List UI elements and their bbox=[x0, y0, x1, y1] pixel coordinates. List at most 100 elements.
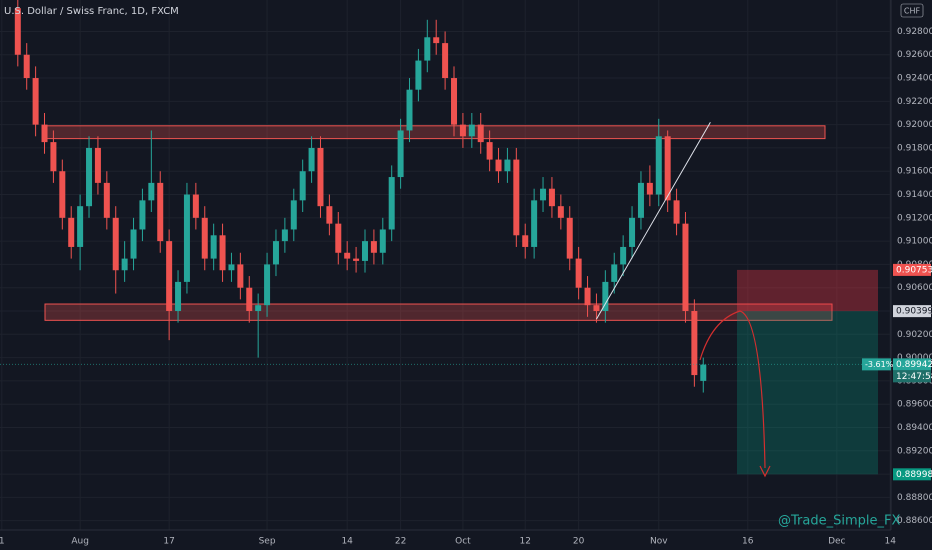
y-tick-label: 0.91000 bbox=[897, 237, 932, 247]
candle-body bbox=[335, 223, 342, 253]
candle-body bbox=[361, 241, 368, 261]
candle-body bbox=[433, 37, 440, 44]
y-tick-label: 0.92600 bbox=[897, 50, 932, 60]
candle-body bbox=[451, 78, 458, 125]
candle-body bbox=[246, 287, 253, 312]
candle-body bbox=[629, 217, 636, 247]
candle-body bbox=[59, 171, 66, 218]
candle-body bbox=[522, 235, 529, 247]
candle-body bbox=[50, 142, 57, 172]
x-tick-label: 22 bbox=[395, 537, 406, 547]
candle-body bbox=[130, 229, 137, 259]
y-tick-label: 0.91400 bbox=[897, 190, 932, 200]
candle-body bbox=[548, 188, 555, 207]
candle-body bbox=[540, 188, 547, 201]
countdown: 12:47:58 bbox=[896, 372, 932, 382]
y-tick-label: 0.89200 bbox=[897, 446, 932, 456]
x-tick-label: 17 bbox=[163, 537, 174, 547]
candle-body bbox=[103, 182, 110, 218]
arrow-head bbox=[759, 465, 771, 478]
candle-body bbox=[32, 78, 39, 125]
x-tick-label: Oct bbox=[455, 537, 471, 547]
axes: 0.92800 0.92600 0.92400 0.92200 0.92000 0.918… bbox=[0, 27, 932, 547]
countdown-box bbox=[893, 370, 931, 383]
candle-body bbox=[228, 264, 235, 271]
sr-zone bbox=[44, 303, 833, 321]
candle-body bbox=[459, 124, 466, 137]
candle-body bbox=[370, 241, 377, 253]
candle-body bbox=[86, 147, 93, 207]
y-tick-label: 0.91800 bbox=[897, 143, 932, 153]
y-tick-label: 0.92400 bbox=[897, 74, 932, 84]
last-price-label: 0.89942 bbox=[896, 360, 932, 370]
x-tick-label: Nov bbox=[650, 537, 668, 547]
overlay bbox=[0, 122, 891, 365]
y-tick-label: 0.91600 bbox=[897, 167, 932, 177]
candle-body bbox=[201, 217, 208, 259]
candle-body bbox=[183, 194, 190, 282]
candle-body bbox=[264, 264, 271, 306]
candle-body bbox=[272, 241, 279, 265]
candle-body bbox=[148, 182, 155, 201]
x-tick-label: 16 bbox=[742, 537, 754, 547]
candle-body bbox=[68, 217, 75, 247]
candle-body bbox=[77, 206, 84, 247]
candle-body bbox=[219, 235, 226, 271]
candle-body bbox=[415, 60, 422, 90]
target-label-box bbox=[893, 468, 931, 481]
candle-body bbox=[299, 171, 306, 201]
candle-body bbox=[112, 217, 119, 271]
stop-label-box bbox=[893, 263, 931, 276]
candle-body bbox=[673, 200, 680, 224]
x-tick-label: 14 bbox=[341, 537, 353, 547]
candle-body bbox=[157, 182, 164, 242]
candle-body bbox=[210, 235, 217, 259]
entry-label: 0.90399 bbox=[896, 307, 932, 317]
y-tick-label: 0.92800 bbox=[897, 27, 932, 37]
candle-body bbox=[192, 194, 199, 218]
candle-body bbox=[682, 223, 689, 312]
candle-body bbox=[353, 258, 360, 261]
candle-body bbox=[406, 89, 413, 131]
candle-body bbox=[584, 287, 591, 306]
candle-body bbox=[308, 147, 315, 172]
candle-body bbox=[655, 136, 662, 195]
candle-body bbox=[646, 182, 653, 195]
y-tick-label: 0.89400 bbox=[897, 423, 932, 433]
candle-body bbox=[620, 246, 627, 265]
candle-body bbox=[566, 217, 573, 259]
watermark: @Trade_Simple_FX bbox=[778, 514, 900, 529]
candle-body bbox=[664, 136, 671, 201]
candle-body bbox=[175, 281, 182, 312]
candle-body bbox=[557, 206, 564, 218]
x-tick-label: Sep bbox=[259, 537, 276, 547]
candle-body bbox=[379, 229, 386, 253]
candle-body bbox=[121, 258, 128, 271]
candle-body bbox=[486, 142, 493, 160]
grid bbox=[0, 0, 891, 530]
zones bbox=[41, 125, 878, 475]
candle-body bbox=[166, 241, 173, 312]
candle-body bbox=[41, 124, 48, 143]
projection-arrow bbox=[699, 310, 766, 469]
candle-body bbox=[388, 177, 395, 230]
candle-body bbox=[326, 206, 333, 224]
y-tick-label: 0.90200 bbox=[897, 330, 932, 340]
currency[interactable]: CHF bbox=[904, 7, 921, 16]
candle-body bbox=[513, 159, 520, 236]
y-tick-label: 0.90600 bbox=[897, 283, 932, 293]
trendline bbox=[596, 122, 711, 320]
candle-body bbox=[637, 182, 644, 218]
currency-box[interactable] bbox=[900, 3, 924, 18]
y-tick-label: 0.92000 bbox=[897, 120, 932, 130]
stop-zone bbox=[737, 269, 878, 312]
stop-label: 0.90753 bbox=[896, 265, 932, 275]
x-tick-label: 14 bbox=[884, 537, 896, 547]
entry-label-box bbox=[893, 305, 931, 318]
candle-body bbox=[495, 159, 502, 172]
x-tick-label: 1 bbox=[0, 537, 5, 547]
x-tick-label: 12 bbox=[520, 537, 531, 547]
candle-body bbox=[14, 8, 21, 55]
candle-body bbox=[602, 281, 609, 312]
